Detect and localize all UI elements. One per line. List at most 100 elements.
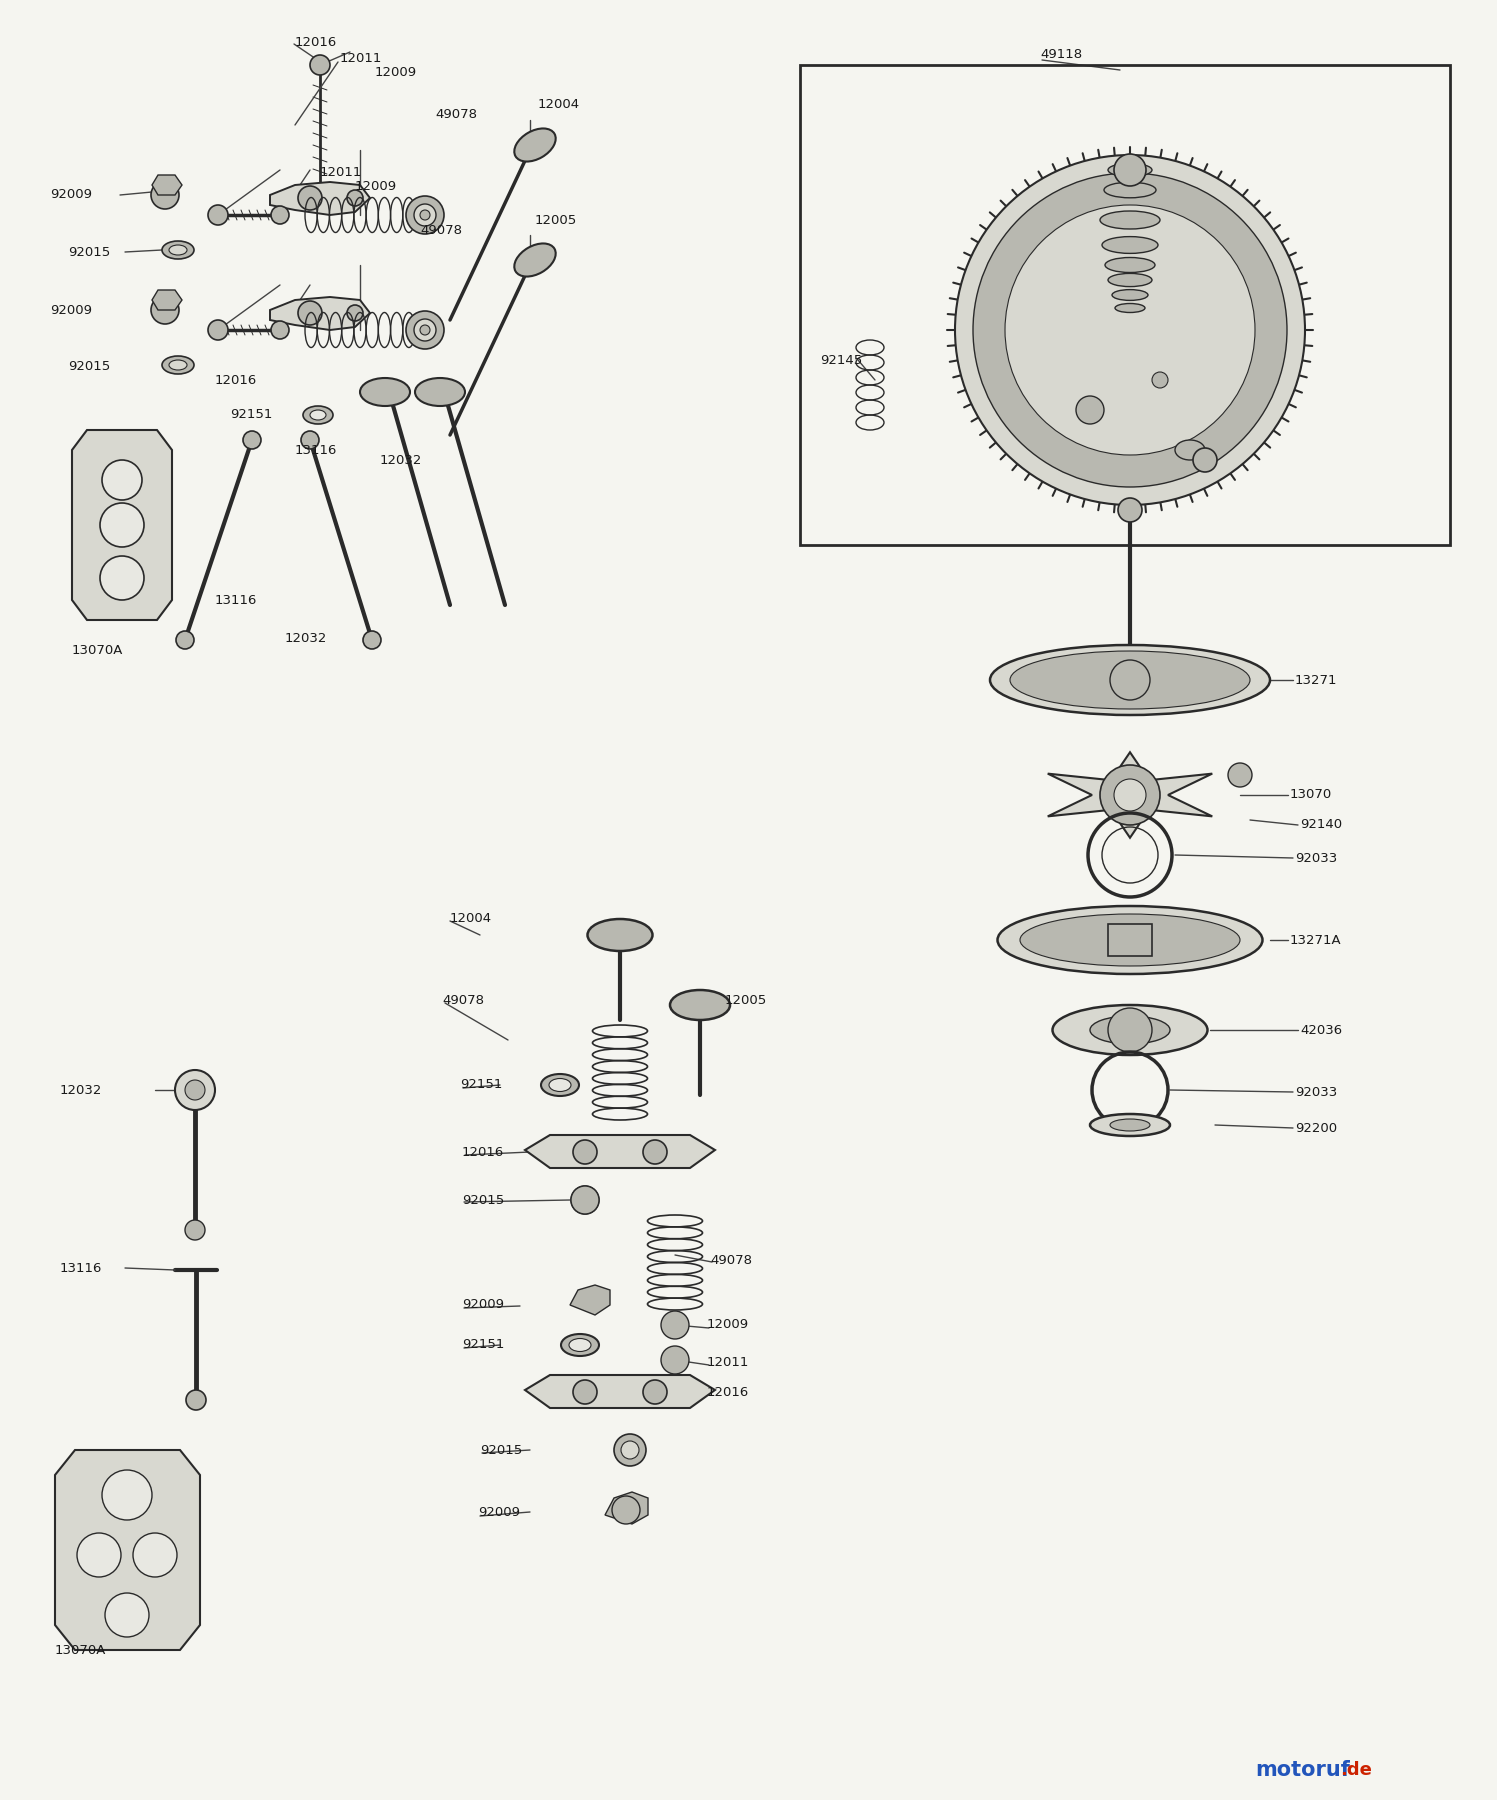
Text: 12016: 12016 (295, 36, 337, 49)
Ellipse shape (561, 1334, 599, 1355)
Circle shape (1108, 1008, 1153, 1051)
Text: 13271: 13271 (1295, 673, 1337, 686)
Text: 13070: 13070 (1290, 788, 1332, 801)
Text: 12009: 12009 (707, 1318, 748, 1332)
Circle shape (151, 295, 180, 324)
Ellipse shape (570, 1186, 599, 1213)
Ellipse shape (302, 407, 332, 425)
Circle shape (347, 304, 362, 320)
Circle shape (100, 502, 144, 547)
Circle shape (298, 185, 322, 211)
Polygon shape (55, 1451, 201, 1651)
Circle shape (1076, 396, 1103, 425)
Ellipse shape (587, 920, 653, 950)
Circle shape (573, 1139, 597, 1165)
Circle shape (1100, 765, 1160, 824)
Text: 92015: 92015 (481, 1444, 522, 1456)
Circle shape (271, 320, 289, 338)
Ellipse shape (162, 241, 195, 259)
Circle shape (186, 1220, 205, 1240)
Ellipse shape (540, 1075, 579, 1096)
Circle shape (177, 632, 195, 650)
Text: 13070A: 13070A (72, 644, 123, 657)
Text: 12011: 12011 (340, 52, 382, 65)
Polygon shape (153, 290, 183, 310)
Ellipse shape (169, 360, 187, 371)
Text: 92009: 92009 (49, 304, 91, 317)
Bar (799, 65, 1451, 545)
Circle shape (102, 1471, 153, 1519)
Circle shape (175, 1069, 216, 1111)
Circle shape (76, 1534, 121, 1577)
Bar (1108, 923, 1153, 956)
Text: 13116: 13116 (60, 1262, 102, 1274)
Text: 12011: 12011 (707, 1355, 750, 1368)
Ellipse shape (421, 211, 430, 220)
Circle shape (1153, 373, 1168, 389)
Polygon shape (525, 1375, 716, 1408)
Polygon shape (525, 1136, 716, 1168)
Circle shape (1109, 661, 1150, 700)
Circle shape (570, 1186, 599, 1213)
Text: 12016: 12016 (216, 374, 257, 387)
Circle shape (133, 1534, 177, 1577)
Text: 12009: 12009 (355, 180, 397, 194)
Ellipse shape (415, 378, 466, 407)
Text: 92145: 92145 (820, 353, 862, 367)
Ellipse shape (1090, 1015, 1171, 1044)
Ellipse shape (549, 1078, 570, 1091)
Circle shape (186, 1390, 207, 1409)
Ellipse shape (406, 311, 445, 349)
Circle shape (1118, 499, 1142, 522)
Text: 13116: 13116 (295, 443, 337, 457)
Circle shape (208, 205, 228, 225)
Polygon shape (269, 182, 370, 214)
Text: 12032: 12032 (60, 1084, 102, 1096)
Circle shape (186, 1080, 205, 1100)
Text: motoruf: motoruf (1254, 1760, 1350, 1780)
Circle shape (955, 155, 1305, 506)
Circle shape (100, 556, 144, 599)
Ellipse shape (1108, 164, 1153, 176)
Ellipse shape (1109, 1120, 1150, 1130)
Text: 92033: 92033 (1295, 1085, 1337, 1098)
Text: 92151: 92151 (463, 1339, 504, 1352)
Text: 92015: 92015 (463, 1193, 504, 1206)
Circle shape (644, 1381, 668, 1404)
Ellipse shape (421, 326, 430, 335)
Text: 12004: 12004 (451, 911, 493, 925)
Circle shape (612, 1496, 641, 1525)
Ellipse shape (1102, 236, 1159, 254)
Circle shape (644, 1139, 668, 1165)
Text: 92009: 92009 (463, 1298, 504, 1312)
Text: 12004: 12004 (537, 99, 581, 112)
Ellipse shape (1105, 257, 1156, 272)
Ellipse shape (359, 378, 410, 407)
Ellipse shape (1052, 1004, 1208, 1055)
Text: 12032: 12032 (284, 632, 328, 644)
Text: 92200: 92200 (1295, 1121, 1337, 1134)
Ellipse shape (1112, 290, 1148, 301)
Circle shape (271, 205, 289, 223)
Ellipse shape (162, 356, 195, 374)
Text: 13271A: 13271A (1290, 934, 1341, 947)
Text: 12016: 12016 (707, 1386, 750, 1399)
Text: 92151: 92151 (231, 409, 272, 421)
Circle shape (1004, 205, 1254, 455)
Circle shape (310, 56, 329, 76)
Polygon shape (72, 430, 172, 619)
Circle shape (662, 1310, 689, 1339)
Circle shape (662, 1346, 689, 1373)
Circle shape (1193, 448, 1217, 472)
Ellipse shape (1108, 274, 1153, 286)
Text: 92009: 92009 (478, 1507, 519, 1519)
Circle shape (973, 173, 1287, 488)
Text: 92151: 92151 (460, 1078, 503, 1091)
Text: 12032: 12032 (380, 454, 422, 466)
Ellipse shape (310, 410, 326, 419)
Text: 92015: 92015 (67, 360, 111, 374)
Ellipse shape (1103, 182, 1156, 198)
Text: 49118: 49118 (1040, 49, 1082, 61)
Polygon shape (269, 297, 370, 329)
Circle shape (362, 632, 382, 650)
